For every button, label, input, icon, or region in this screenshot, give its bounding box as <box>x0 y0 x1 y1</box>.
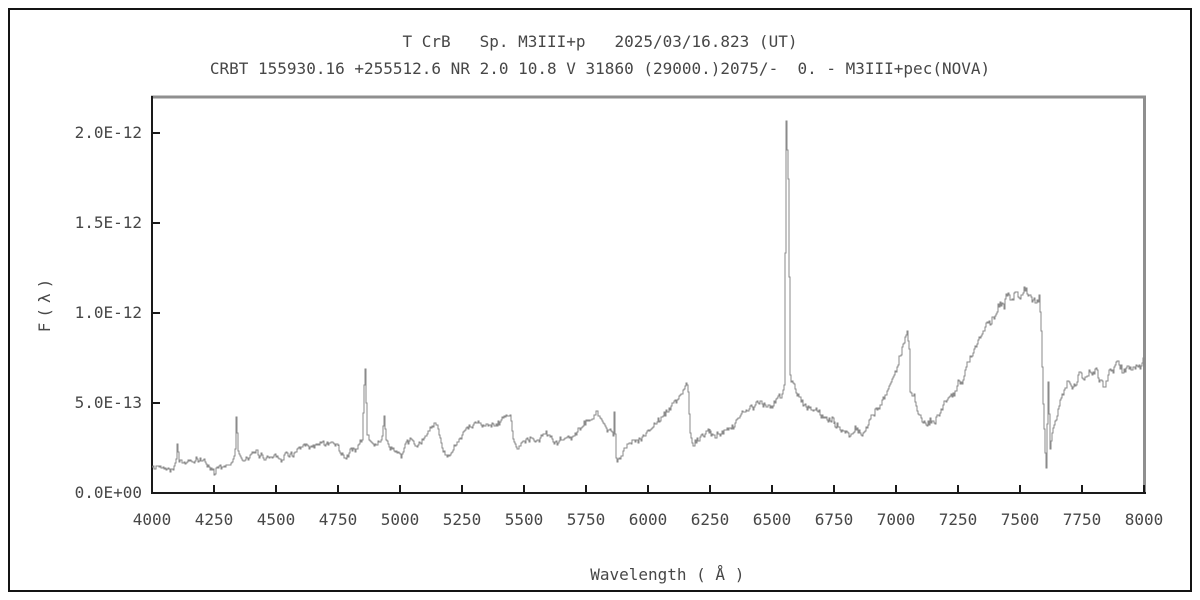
x-tick-label: 5750 <box>566 510 606 529</box>
object-info-subtitle: CRBT 155930.16 +255512.6 NR 2.0 10.8 V 3… <box>209 59 991 78</box>
y-tick-label: 5.0E-13 <box>74 393 142 412</box>
x-axis-title: Wavelength ( Å ) <box>0 546 1200 600</box>
x-tick-label: 6250 <box>690 510 730 529</box>
x-tick-label: 5000 <box>380 510 420 529</box>
x-tick-label: 4500 <box>256 510 296 529</box>
x-tick-label: 4000 <box>132 510 172 529</box>
y-tick-label: 2.0E-12 <box>74 123 142 142</box>
x-tick-label: 6750 <box>814 510 854 529</box>
x-tick-label: 6000 <box>628 510 668 529</box>
x-tick-label: 7250 <box>938 510 978 529</box>
x-tick-label: 4750 <box>318 510 358 529</box>
y-tick-label: 1.5E-12 <box>74 213 142 232</box>
x-tick-label: 5250 <box>442 510 482 529</box>
y-tick-label: 1.0E-12 <box>74 303 142 322</box>
x-tick-label: 4250 <box>194 510 234 529</box>
x-tick-label: 6500 <box>752 510 792 529</box>
y-tick-label: 0.0E+00 <box>74 483 142 502</box>
spectrum-trace <box>152 120 1145 476</box>
x-tick-label: 7500 <box>1000 510 1040 529</box>
x-tick-label: 8000 <box>1124 510 1164 529</box>
x-tick-label: 5500 <box>504 510 544 529</box>
x-tick-label: 7000 <box>876 510 916 529</box>
page-title: T CrB Sp. M3III+p 2025/03/16.823 (UT) <box>402 32 798 51</box>
x-tick-label: 7750 <box>1062 510 1102 529</box>
x-axis-title-text: Wavelength ( Å ) <box>590 565 745 584</box>
